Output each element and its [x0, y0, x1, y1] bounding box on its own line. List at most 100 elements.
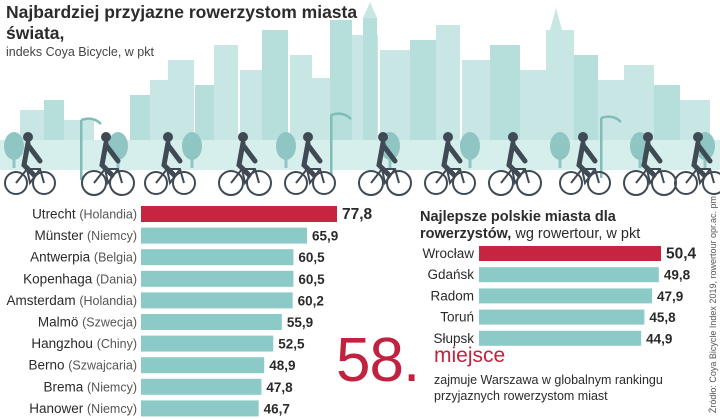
polish-chart-title-light: wg rowertour, w pkt	[511, 226, 641, 242]
value-label: 48,9	[269, 358, 295, 373]
bike-wheel	[488, 170, 514, 196]
skyline-tower	[363, 18, 377, 158]
tree-crown	[4, 132, 24, 160]
bike-wheel	[312, 171, 336, 195]
category-label: Hangzhou (Chiny)	[31, 336, 137, 351]
category-label: Brema (Niemcy)	[43, 379, 137, 394]
skyline-spire	[550, 8, 562, 30]
value-label: 65,9	[312, 229, 338, 244]
bar-radom	[479, 288, 652, 304]
bike-frame	[295, 168, 325, 186]
bike-wheel	[424, 171, 448, 195]
bar-amsterdam	[141, 292, 293, 309]
rider-body	[161, 140, 183, 178]
value-label: 49,8	[664, 268, 691, 283]
rider-body	[576, 140, 598, 178]
category-label: Toruń	[440, 310, 474, 325]
bar-brema	[141, 378, 262, 395]
city-name: Malmö	[38, 315, 82, 330]
skyline-spire	[363, 2, 377, 18]
bike-wheel	[32, 171, 56, 195]
lamp-post	[330, 115, 333, 175]
bar-hanower	[141, 400, 259, 417]
category-label: Wrocław	[422, 246, 474, 261]
country-name: (Belgia)	[94, 251, 137, 265]
bike-frame	[155, 168, 185, 186]
bike-frame	[435, 168, 465, 186]
rider-head	[443, 132, 453, 142]
bar-toruń	[479, 309, 645, 325]
bar-utrecht	[141, 206, 337, 222]
rider-body	[376, 140, 398, 178]
lamp-post	[80, 120, 83, 180]
bike-frame	[230, 168, 260, 186]
category-label: Gdańsk	[427, 267, 474, 282]
chart-subtitle: indeks Coya Bicycle, w pkt	[6, 45, 154, 59]
bike-frame	[500, 168, 530, 186]
city-name: Brema	[43, 379, 87, 394]
bike-frame	[370, 168, 400, 186]
rider-body	[99, 140, 121, 178]
bike-wheel	[81, 170, 107, 196]
rider-head	[101, 132, 111, 142]
source-note: Źródło: Coya Bicycle Index 2019, rowerto…	[708, 195, 718, 413]
bike-wheel	[516, 170, 542, 196]
warsaw-rank-digits: 58	[336, 326, 404, 395]
bar-antwerpia	[141, 249, 294, 266]
bar-berno	[141, 357, 265, 374]
rider-body	[236, 140, 258, 178]
bike-wheel	[358, 170, 384, 196]
value-label: 47,9	[657, 289, 683, 304]
value-label: 47,8	[266, 380, 293, 395]
bike-frame	[685, 168, 715, 186]
rider-body	[506, 140, 528, 178]
bar-kopenhaga	[141, 270, 294, 287]
rider-body	[691, 140, 713, 178]
rider-body	[641, 140, 663, 178]
country-name: (Dania)	[96, 272, 137, 286]
category-label: Kopenhaga (Dania)	[23, 271, 137, 286]
rider-body	[21, 140, 43, 178]
bar-münster	[141, 227, 308, 244]
rider-head	[303, 132, 313, 142]
rider-head	[163, 132, 173, 142]
rider-head	[23, 132, 33, 142]
category-label: Radom	[430, 288, 474, 303]
bike-wheel	[284, 171, 308, 195]
category-label: Utrecht (Holandia)	[32, 207, 137, 222]
bar-gdańsk	[479, 267, 659, 283]
bike-wheel	[246, 170, 272, 196]
country-name: (Szwecja)	[82, 316, 137, 330]
bike-wheel	[587, 171, 611, 195]
value-label: 77,8	[342, 206, 373, 223]
bike-frame	[15, 168, 45, 186]
bike-frame	[635, 168, 665, 186]
city-name: Hangzhou	[31, 336, 96, 351]
bike-wheel	[559, 171, 583, 195]
tree-crown	[460, 132, 480, 160]
category-label: Berno (Szwajcaria)	[28, 358, 137, 373]
rider-body	[301, 140, 323, 178]
country-name: (Niemcy)	[87, 380, 137, 394]
warsaw-rank-description: zajmuje Warszawa w globalnym rankingu pr…	[434, 373, 663, 403]
bar-wrocław	[479, 246, 661, 261]
world-cities-bar-chart: Utrecht (Holandia) 77,8 Münster (Niemcy) 65…	[7, 206, 373, 417]
bike-frame	[570, 168, 600, 186]
chart-title: Najbardziej przyjazne rowerzystom miasta…	[6, 2, 358, 43]
polish-chart-title: Najlepsze polskie miasta dla rowerzystów…	[420, 209, 710, 243]
country-name: (Niemcy)	[87, 229, 137, 243]
bike-wheel	[4, 171, 28, 195]
country-name: (Niemcy)	[87, 402, 137, 416]
bike-wheel	[452, 171, 476, 195]
city-name: Antwerpia	[30, 250, 94, 265]
value-label: 50,4	[666, 246, 697, 263]
bar-hangzhou	[141, 335, 274, 352]
rider-head	[643, 132, 653, 142]
value-label: 60,5	[298, 250, 325, 265]
country-name: (Holandia)	[79, 294, 137, 308]
bike-wheel	[109, 170, 135, 196]
lamp-arm	[330, 112, 352, 120]
skyline-building	[312, 78, 330, 160]
warsaw-rank-word: miejsce	[434, 344, 506, 367]
